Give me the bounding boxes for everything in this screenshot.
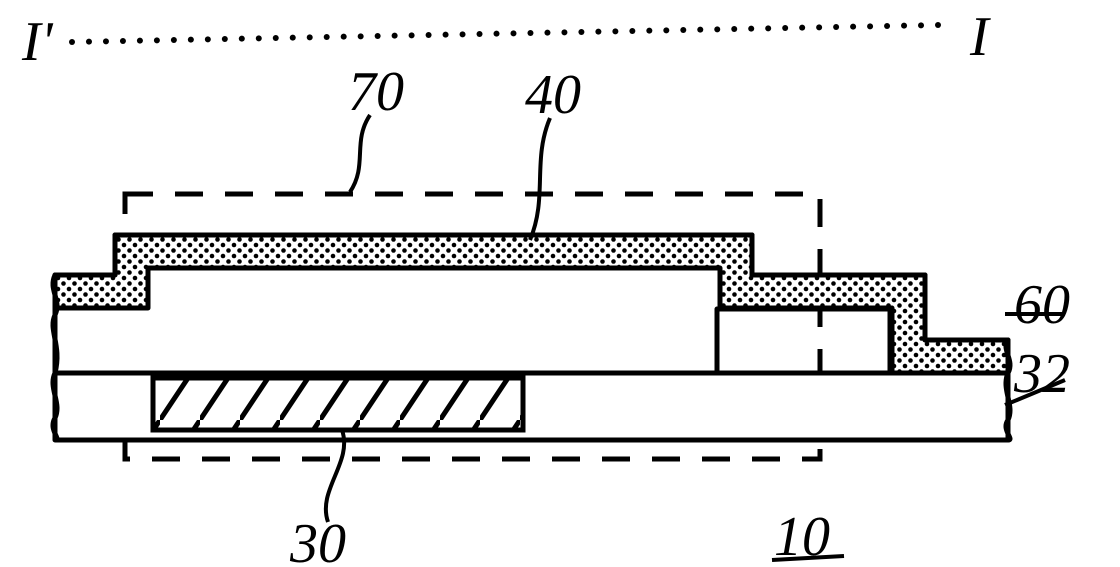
label-40: 40 <box>525 64 581 126</box>
label-30: 30 <box>289 513 346 567</box>
leader-to70 <box>350 115 370 192</box>
label-70: 70 <box>348 61 404 123</box>
layer-30 <box>153 378 523 430</box>
label-60: 60 <box>1014 274 1070 336</box>
label-I: I <box>969 6 991 68</box>
leader-to30 <box>326 430 344 522</box>
section-line <box>69 22 941 45</box>
leader-to40 <box>530 118 550 240</box>
label-I-prime: I' <box>21 11 54 73</box>
label-32: 32 <box>1013 343 1070 405</box>
cross-section-diagram: I'I704060323010 <box>0 0 1120 567</box>
